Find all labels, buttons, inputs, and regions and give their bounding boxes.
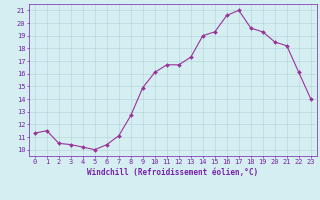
X-axis label: Windchill (Refroidissement éolien,°C): Windchill (Refroidissement éolien,°C) [87,168,258,177]
